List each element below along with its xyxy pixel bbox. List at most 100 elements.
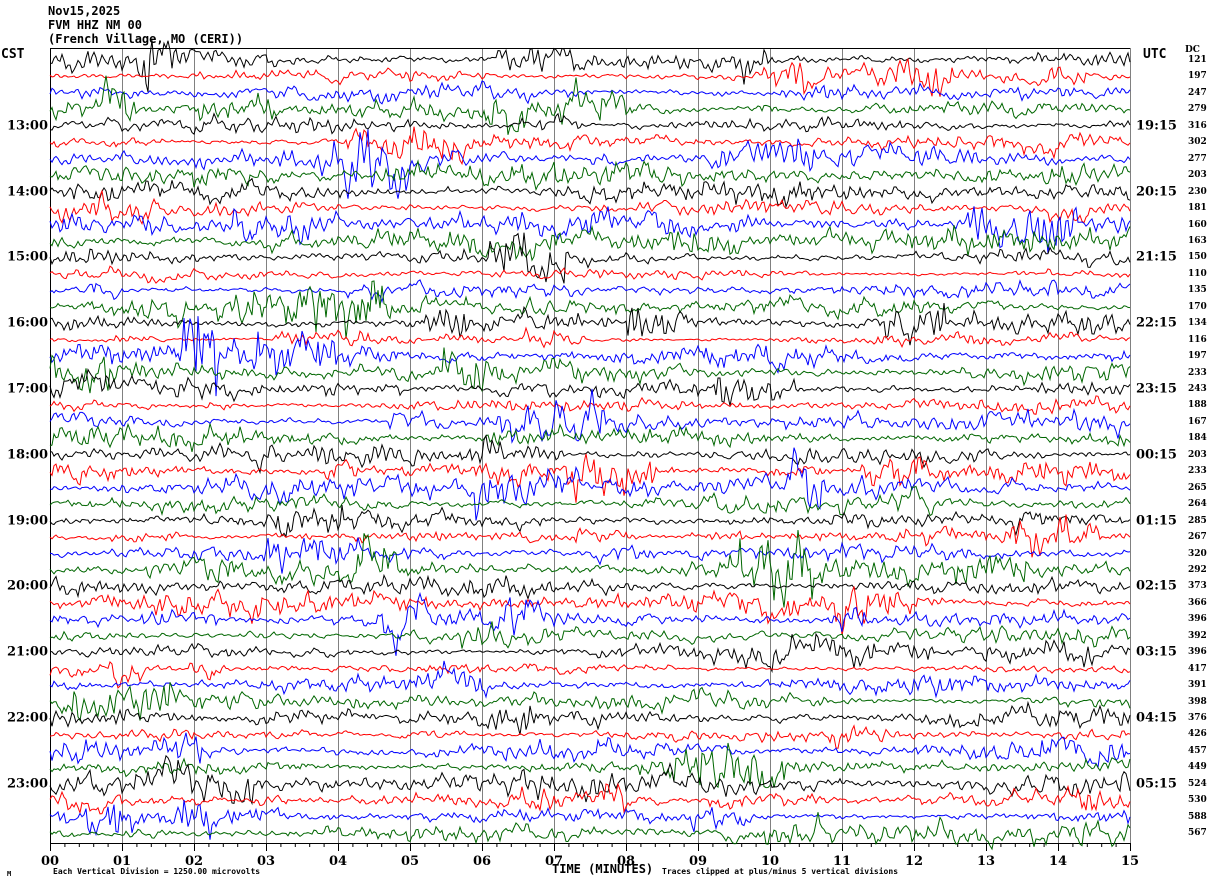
dc-offset-value: 267: [1188, 532, 1207, 543]
seismogram-trace-row-37: [49, 632, 1131, 674]
utc-hour-label: 21:15: [1136, 249, 1177, 265]
dc-offset-value: 292: [1188, 564, 1207, 575]
seismogram-trace-row-10: [49, 189, 1131, 226]
cst-hour-label: 18:00: [7, 447, 48, 463]
x-tick-label: 12: [904, 854, 924, 869]
x-tick-label: 05: [400, 854, 420, 869]
seismogram-trace-row-15: [49, 279, 1131, 304]
seismogram-trace-row-24: [49, 422, 1131, 453]
seismogram-trace-row-21: [49, 368, 1131, 406]
dc-offset-value: 167: [1188, 416, 1207, 427]
dc-offset-value: 392: [1188, 630, 1207, 641]
seismogram-trace-row-23: [49, 388, 1131, 444]
utc-hour-label: 00:15: [1136, 447, 1177, 463]
x-tick-label: 13: [976, 854, 996, 869]
x-tick-label: 09: [688, 854, 708, 869]
seismogram-trace-row-41: [49, 700, 1131, 735]
dc-offset-value: 197: [1188, 71, 1207, 82]
x-tick-label: 10: [760, 854, 780, 869]
dc-offset-value: 150: [1188, 252, 1207, 263]
seismogram-trace-row-2: [49, 57, 1131, 97]
utc-hour-label: 23:15: [1136, 381, 1177, 397]
title-station-code: FVM HHZ NM 00: [48, 18, 142, 32]
seismogram-trace-row-25: [49, 434, 1131, 475]
seismogram-trace-row-14: [49, 265, 1131, 284]
dc-offset-value: 233: [1188, 466, 1207, 477]
x-tick-label: 02: [184, 854, 204, 869]
utc-hour-label: 01:15: [1136, 513, 1177, 529]
seismogram-trace-row-39: [49, 660, 1131, 699]
seismogram-trace-row-27: [49, 447, 1131, 521]
seismogram-trace-row-19: [49, 316, 1131, 397]
x-tick-label: 14: [1048, 854, 1068, 869]
utc-hour-label: 19:15: [1136, 118, 1177, 134]
dc-offset-value: 247: [1188, 87, 1207, 98]
dc-offset-value: 391: [1188, 680, 1207, 691]
dc-offset-value: 277: [1188, 153, 1207, 164]
dc-offset-value: 265: [1188, 482, 1207, 493]
dc-offset-value: 530: [1188, 795, 1207, 806]
dc-offset-value: 188: [1188, 400, 1207, 411]
dc-offset-value: 135: [1188, 285, 1207, 296]
dc-offset-value: 203: [1188, 170, 1207, 181]
utc-hour-label: 02:15: [1136, 578, 1177, 594]
seismogram-trace-row-48: [49, 812, 1131, 851]
minute-gridlines: [122, 48, 1131, 843]
seismogram-trace-row-3: [49, 80, 1131, 105]
cst-hour-label: 13:00: [7, 118, 48, 134]
seismogram-trace-row-34: [49, 586, 1131, 636]
seismogram-trace-row-17: [49, 302, 1131, 346]
dc-offset-value: 417: [1188, 663, 1207, 674]
seismogram-trace-row-16: [49, 280, 1131, 339]
cst-hour-label: 22:00: [7, 710, 48, 726]
dc-offset-value: 121: [1188, 55, 1207, 65]
dc-offset-value: 373: [1188, 581, 1207, 592]
cst-hour-label: 17:00: [7, 381, 48, 397]
dc-offset-value: 243: [1188, 384, 1207, 394]
title-station-location: (French Village, MO (CERI)): [48, 32, 244, 46]
seismogram-trace-row-46: [49, 782, 1131, 815]
seismogram-trace-row-43: [49, 732, 1131, 770]
seismogram-trace-row-42: [49, 724, 1131, 749]
dc-offset-value: 184: [1188, 433, 1207, 444]
seismogram-trace-row-30: [49, 514, 1131, 558]
x-tick-label: 07: [544, 854, 564, 869]
seismogram-trace-row-18: [49, 326, 1131, 349]
seismogram-trace-row-5: [49, 112, 1131, 135]
utc-hour-label: 04:15: [1136, 710, 1177, 726]
x-axis-title: TIME (MINUTES): [552, 862, 654, 876]
dc-offset-value: 116: [1188, 334, 1207, 345]
clip-note: Traces clipped at plus/minus 5 vertical …: [662, 867, 899, 876]
dc-offset-value: 449: [1188, 762, 1207, 773]
seismogram-trace-row-45: [49, 754, 1131, 806]
dc-offset-value: 230: [1188, 186, 1207, 197]
dc-offset-value: 320: [1188, 548, 1207, 559]
seismogram-trace-row-33: [49, 573, 1131, 601]
dc-offset-value: 264: [1188, 499, 1207, 510]
x-tick-label: 04: [328, 854, 348, 869]
seismogram-trace-row-38: [49, 660, 1131, 689]
x-tick-label: 11: [832, 854, 852, 869]
dc-offset-value: 163: [1188, 235, 1207, 246]
seismogram-trace-row-28: [49, 485, 1131, 517]
seismogram-trace-row-31: [49, 537, 1131, 574]
cst-hour-label: 14:00: [7, 184, 48, 200]
dc-offset-value: 588: [1188, 811, 1207, 822]
dc-offset-value: 396: [1188, 647, 1207, 658]
dc-offset-value: 233: [1188, 367, 1207, 378]
right-timezone-label: UTC: [1143, 47, 1167, 62]
x-tick-label: 03: [256, 854, 276, 869]
dc-offset-value: 279: [1188, 104, 1207, 115]
scale-note: Each Vertical Division = 1250.00 microvo…: [53, 867, 261, 876]
seismogram-trace-row-26: [49, 453, 1131, 503]
dc-offset-value: 160: [1188, 219, 1207, 230]
left-timezone-label: CST: [1, 47, 25, 62]
seismogram-trace-row-40: [49, 682, 1131, 722]
dc-offset-value: 134: [1188, 318, 1207, 329]
dc-offset-value: 457: [1188, 745, 1207, 756]
dc-offset-value: 285: [1188, 515, 1207, 526]
seismogram-trace-row-13: [49, 232, 1131, 284]
x-tick-label: 08: [616, 854, 636, 869]
seismogram-trace-row-7: [49, 129, 1131, 199]
dc-offset-value: 366: [1188, 597, 1207, 608]
